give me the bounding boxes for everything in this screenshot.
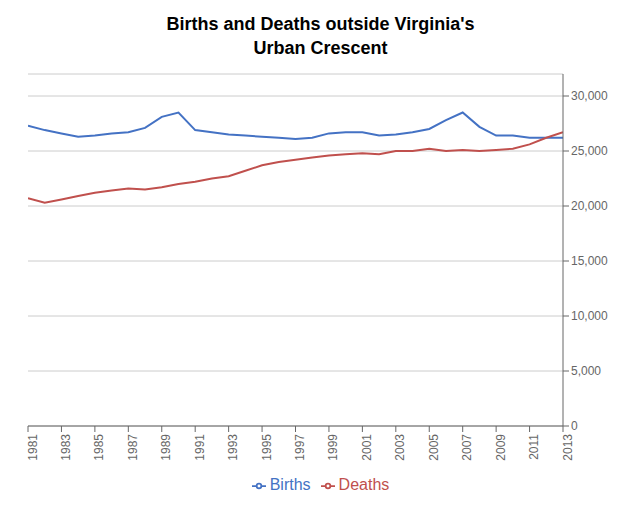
svg-text:0: 0 <box>571 419 578 433</box>
html-text:Births: Births <box>269 476 311 493</box>
svg-text:1985: 1985 <box>92 434 106 461</box>
svg-text:1989: 1989 <box>159 434 173 461</box>
html-text:Urban Crescent: Urban Crescent <box>253 38 388 58</box>
svg-text:1991: 1991 <box>193 434 207 461</box>
svg-text:1997: 1997 <box>293 434 307 461</box>
svg-text:2009: 2009 <box>494 434 508 461</box>
svg-text:1983: 1983 <box>59 434 73 461</box>
svg-text:5,000: 5,000 <box>571 364 601 378</box>
svg-text:10,000: 10,000 <box>571 309 608 323</box>
svg-text:2011: 2011 <box>527 434 541 460</box>
svg-text:30,000: 30,000 <box>571 89 608 103</box>
svg-text:2007: 2007 <box>460 434 474 461</box>
svg-text:1987: 1987 <box>126 434 140 461</box>
svg-text:20,000: 20,000 <box>571 199 608 213</box>
svg-text:2013: 2013 <box>561 434 575 461</box>
html-text:Deaths: Deaths <box>338 476 390 493</box>
svg-text:1999: 1999 <box>326 434 340 461</box>
svg-text:2005: 2005 <box>427 434 441 461</box>
svg-text:1995: 1995 <box>260 434 274 461</box>
svg-text:1993: 1993 <box>226 434 240 461</box>
html-text:Births and Deaths outside Virg: Births and Deaths outside Virginia's <box>166 14 475 34</box>
svg-text:1981: 1981 <box>26 434 40 461</box>
svg-text:2003: 2003 <box>393 434 407 461</box>
svg-text:25,000: 25,000 <box>571 144 608 158</box>
svg-text:15,000: 15,000 <box>571 254 608 268</box>
svg-text:2001: 2001 <box>360 434 374 461</box>
